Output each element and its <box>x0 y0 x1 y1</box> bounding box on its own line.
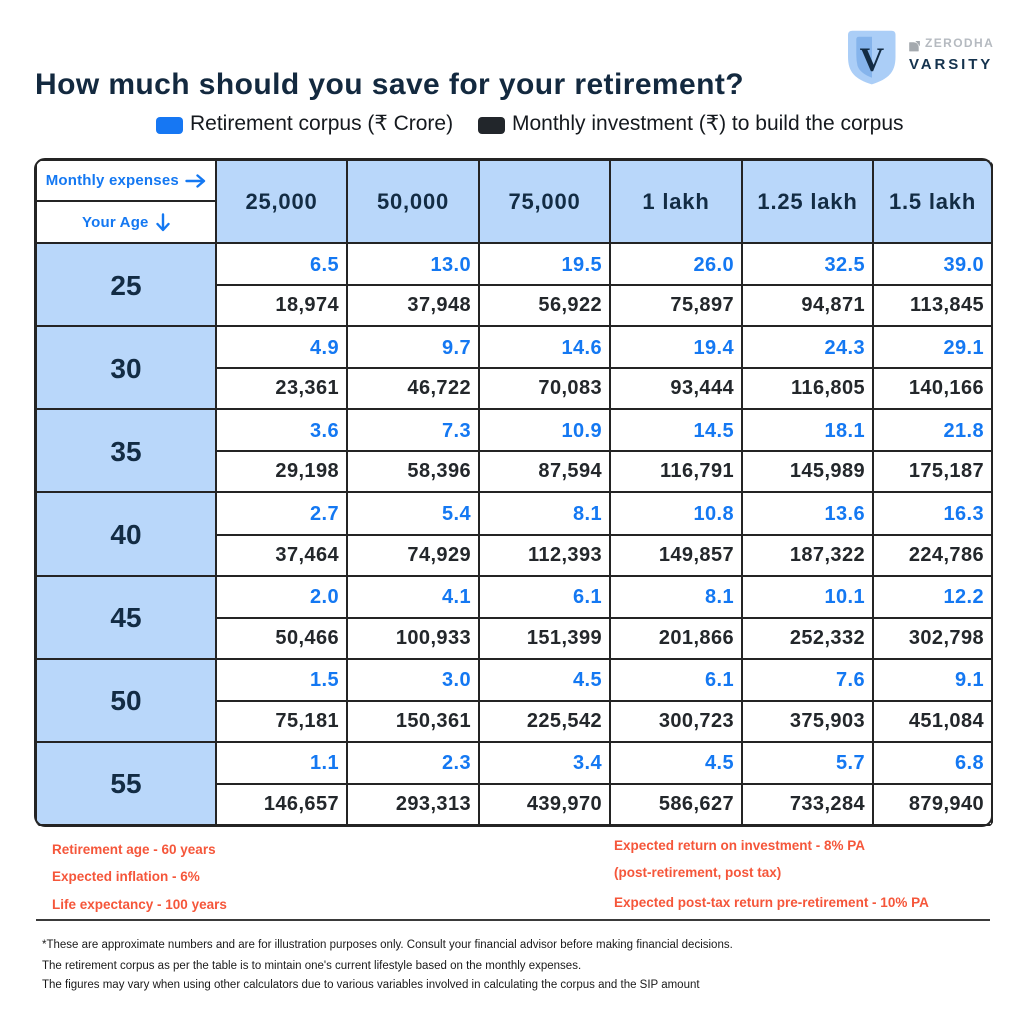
svg-text:V: V <box>860 42 885 79</box>
